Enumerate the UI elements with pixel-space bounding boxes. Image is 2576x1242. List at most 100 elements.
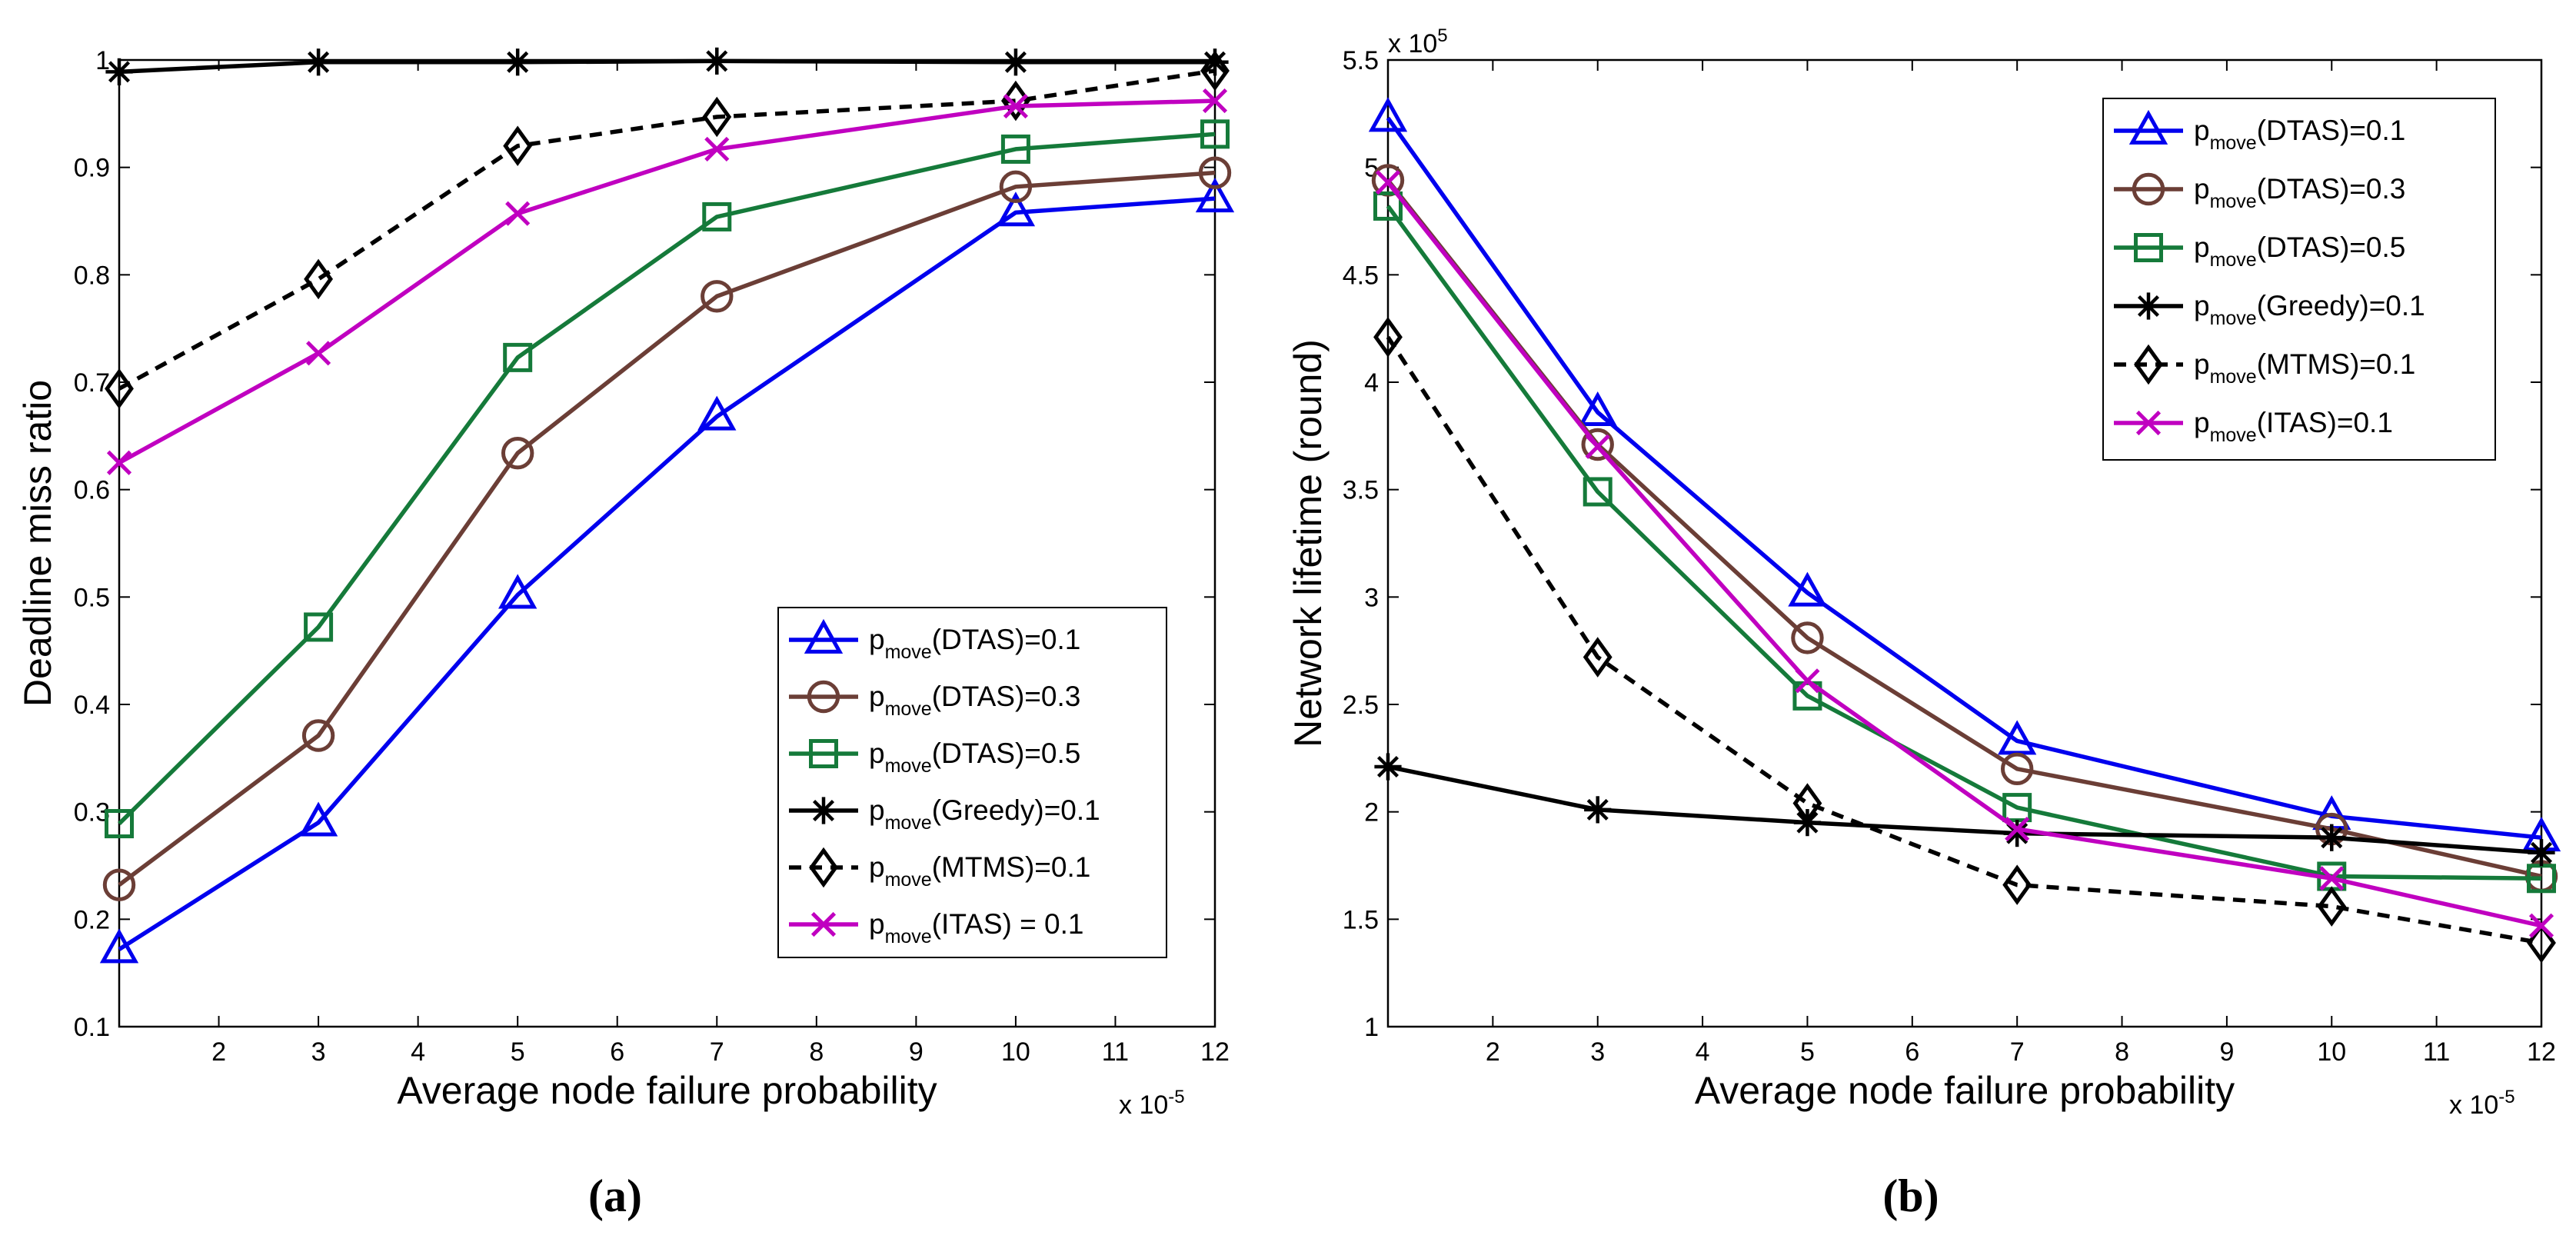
y-tick-label: 1 [1364,1013,1379,1042]
series-6-line [1386,181,2542,928]
figure-caption: (b) [1882,1170,1939,1221]
series-4-point-stroke [1004,51,1027,73]
series-2-point [301,719,335,752]
y-tick-label: 1 [95,46,110,75]
legend-entry-5-label: pmove(MTMS)=0.1 [869,851,1090,891]
series-1 [99,178,1235,964]
x-tick-label: 10 [2317,1037,2346,1067]
x-tick-label: 6 [1905,1037,1919,1067]
legend-entry-1-marker [804,618,844,654]
series-1-point [1788,571,1827,607]
series-6-point [306,341,331,366]
x-tick-label: 11 [2423,1037,2450,1067]
series-4-point [1002,48,1030,76]
series-4-point-stroke [2006,822,2029,844]
series-6-point-stroke [1795,668,1820,694]
series-5-point [1000,80,1030,122]
series-4-point-stroke [108,61,131,83]
series-4-point [703,47,731,75]
series-2-point [501,436,534,470]
legend-entry-6-marker [2135,410,2162,436]
series-5-point [2002,864,2032,905]
series-5-point [1792,783,1822,824]
series-1-point [1368,97,1408,132]
series-6-point-stroke [2319,866,2345,891]
series-3-point [304,612,334,642]
series-1-point [996,191,1036,227]
series-6-point-stroke [505,201,531,226]
y-axis-label: Deadline miss ratio [16,380,59,707]
series-6-point-stroke [2005,816,2030,842]
series-6-point-stroke [1375,170,1401,195]
legend-frame [2102,98,2496,461]
y-axis-exponent: x 105 [1388,25,1448,58]
x-tick-label: 10 [1001,1037,1030,1067]
legend-entry-5-marker [2134,344,2163,385]
series-5-point [304,258,334,300]
series-1-point [697,395,737,431]
legend-entry-4-marker-stroke [2137,295,2160,318]
legend-entry-5-label: pmove(MTMS)=0.1 [2194,348,2415,388]
legend-entry-6-label: pmove(ITAS)=0.1 [2194,407,2393,446]
series-5 [1373,317,2556,964]
y-tick-label: 0.8 [74,261,110,290]
series-2-point [701,280,734,313]
x-tick-label: 7 [2010,1037,2025,1067]
legend-entry-6-marker [810,911,837,937]
series-1-point [498,574,537,609]
series-4-point-stroke [2530,841,2553,864]
y-tick-label: 5 [1364,154,1379,183]
series-6-point-stroke [1202,88,1228,114]
series-6-point [1795,668,1820,694]
x-tick-label: 5 [511,1037,525,1067]
series-6-point [704,136,730,161]
legend-entry-4-marker [2135,292,2162,320]
y-tick-label: 4 [1364,368,1379,398]
series-4-point [2318,824,2345,851]
series-1-line [118,196,1216,951]
series-5-point [2317,886,2347,927]
series-6-point-stroke [1585,434,1610,459]
chart-b: 2 3 4 5 6 7 8 9 10 11 12 1 1.5 2 2.5 3 3.5 4 4.5 5 5.5 Averag… [1286,25,2561,1221]
x-tick-label: 6 [610,1037,624,1067]
series-5-point [1373,317,1403,358]
y-tick-label: 3.5 [1343,476,1379,505]
series-1-line [1386,116,2542,840]
y-tick-label: 0.4 [74,691,110,720]
series-2-point [1791,621,1824,654]
x-tick-label: 8 [809,1037,824,1067]
series-4-line [118,58,1215,75]
series-5-point [2527,922,2556,964]
legend-entry-2-label: pmove(DTAS)=0.3 [869,681,1080,720]
series-3-point [503,342,533,372]
x-tick-label: 4 [411,1037,425,1067]
legend-entry-4-marker [810,797,837,824]
series-5-line [118,68,1216,391]
x-axis-label: Average node failure probability [397,1069,937,1112]
series-4-point [105,58,133,85]
x-tick-label: 9 [909,1037,924,1067]
x-tick-label: 3 [1590,1037,1605,1067]
legend-entry-2-label: pmove(DTAS)=0.3 [2194,173,2405,212]
series-5-point [1200,50,1230,92]
series-6-point [2319,866,2345,891]
chart-a: 2 3 4 5 6 7 8 9 10 11 12 0.1 0.2 0.3 0.4 0.5 0.6 0.7 0.8 0.… [16,46,1235,1221]
series-4 [105,47,1229,85]
series-6-point [505,201,531,226]
series-1-point [298,801,338,837]
series-3-line [1386,205,2542,881]
y-axis-label: Network lifetime (round) [1286,339,1330,748]
series-6 [1375,170,2554,938]
series-4-point-stroke [1586,798,1609,821]
series-6-point [1003,93,1028,119]
series-3 [105,119,1230,839]
legend-entry-6-marker-stroke [2135,410,2162,436]
series-6-point-stroke [106,450,132,475]
x-tick-label: 9 [2219,1037,2234,1067]
y-tick-label: 2.5 [1343,691,1379,720]
series-6-point-stroke [2528,913,2554,938]
legend-frame [777,607,1167,958]
y-tick-label: 0.5 [74,583,110,612]
series-4-point-stroke [1203,51,1226,73]
